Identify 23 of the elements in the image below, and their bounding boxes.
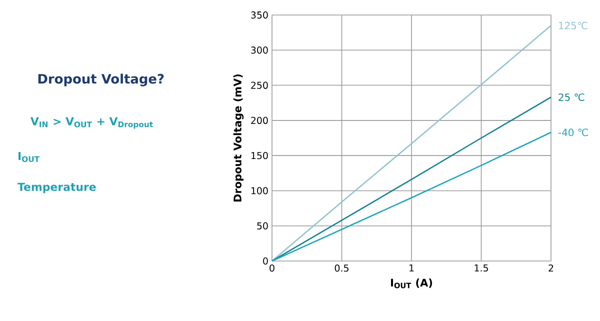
series-label: 125℃ — [559, 22, 588, 30]
x-tick-label: 0 — [270, 264, 274, 272]
y-tick-label: 100 — [251, 187, 268, 194]
text: Dropout Voltage? — [38, 74, 164, 86]
y-tick-label: 300 — [251, 46, 268, 54]
y-tick-label: 0 — [263, 257, 268, 265]
text: V$_{IN}$ > V$_{OUT}$ + V$_{Dropout}$ — [30, 117, 153, 129]
y-axis-title: Dropout Voltage (mV) — [233, 74, 244, 202]
x-tick-label: 1.5 — [474, 264, 488, 272]
series-label: -40 ℃ — [558, 128, 588, 136]
text: I$_{OUT}$ — [18, 152, 40, 162]
line-series — [271, 24, 552, 262]
y-tick-label: 50 — [257, 222, 268, 230]
x-tick-label: 1 — [410, 264, 414, 272]
y-tick-label: 200 — [251, 116, 268, 124]
x-axis-title: I$_{OUT}$ (A) — [391, 278, 432, 288]
x-tick-label: 2 — [548, 264, 554, 272]
y-tick-label: 150 — [251, 152, 268, 160]
x-tick-label: 0.5 — [334, 264, 348, 272]
y-tick-label: 250 — [251, 82, 268, 89]
series-label: 25 ℃ — [558, 93, 584, 101]
y-tick-label: 350 — [251, 11, 268, 19]
text: Temperature — [18, 182, 96, 194]
